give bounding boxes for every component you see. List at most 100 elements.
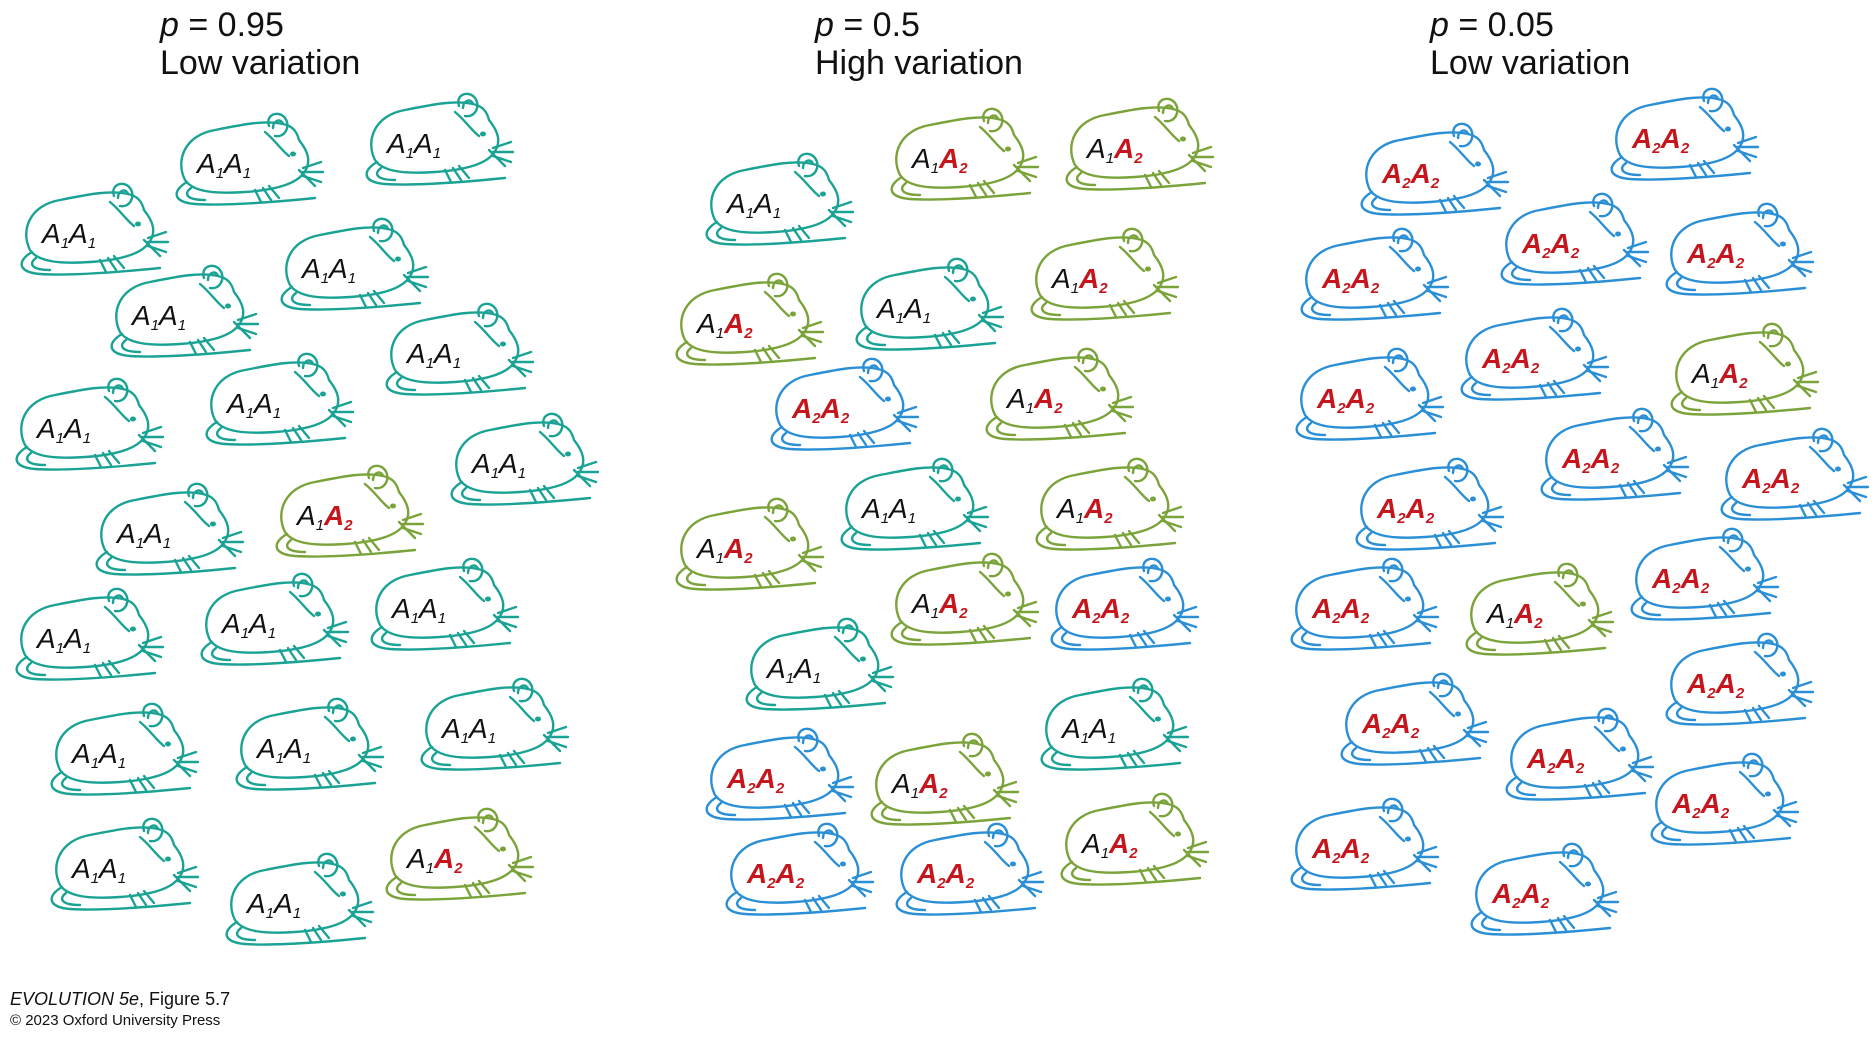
mouse-outline-icon xyxy=(50,817,200,911)
mouse-outline-icon xyxy=(450,412,600,506)
mouse-outline-icon xyxy=(985,347,1135,441)
mouse-a2a2: A2A2 xyxy=(1350,120,1510,220)
allele-a1: A1 xyxy=(697,533,725,567)
allele-a2: A2 xyxy=(727,763,756,797)
mouse-outline-icon xyxy=(890,552,1040,646)
allele-a1: A1 xyxy=(889,493,917,527)
genotype-label: A2A2 xyxy=(1377,493,1434,527)
panel-header-2: p = 0.5 High variation xyxy=(815,6,1023,82)
mouse-a1a2: A1A2 xyxy=(1055,95,1215,195)
allele-a1: A1 xyxy=(892,768,920,802)
mouse-outline-icon xyxy=(1630,527,1780,621)
mouse-a2a2: A2A2 xyxy=(1620,525,1780,625)
genotype-label: A2A2 xyxy=(1492,878,1549,912)
mouse-outline-icon xyxy=(1540,407,1690,501)
allele-a1: A1 xyxy=(302,253,330,287)
mouse-outline-icon xyxy=(95,482,245,576)
allele-a1: A1 xyxy=(472,448,500,482)
mouse-a1a2: A1A2 xyxy=(1660,320,1820,420)
mouse-a1a1: A1A1 xyxy=(5,375,165,475)
allele-a2: A2 xyxy=(1317,383,1346,417)
genotype-label: A1A1 xyxy=(472,448,526,482)
allele-a1: A1 xyxy=(1062,713,1090,747)
mouse-a1a1: A1A1 xyxy=(40,700,200,800)
mouse-a2a2: A2A2 xyxy=(1600,85,1760,185)
mouse-outline-icon xyxy=(1035,457,1185,551)
mouse-a2a2: A2A2 xyxy=(760,355,920,455)
allele-a2: A2 xyxy=(1390,708,1420,742)
allele-a2: A2 xyxy=(1382,158,1411,192)
mouse-outline-icon xyxy=(1720,427,1870,521)
mouse-outline-icon xyxy=(1610,87,1760,181)
mouse-a1a1: A1A1 xyxy=(375,300,535,400)
mouse-outline-icon xyxy=(1300,227,1450,321)
allele-a2: A2 xyxy=(917,858,946,892)
genotype-label: A2A2 xyxy=(727,763,784,797)
allele-a2: A2 xyxy=(1482,343,1511,377)
allele-a1: A1 xyxy=(912,143,940,177)
allele-a2: A2 xyxy=(1660,123,1690,157)
mouse-outline-icon xyxy=(1065,97,1215,191)
mouse-a1a2: A1A2 xyxy=(975,345,1135,445)
allele-a1: A1 xyxy=(257,733,285,767)
mouse-a1a2: A1A2 xyxy=(880,550,1040,650)
mouse-outline-icon xyxy=(1500,192,1650,286)
genotype-label: A1A2 xyxy=(407,843,463,877)
mouse-a1a1: A1A1 xyxy=(830,455,990,555)
allele-a2: A2 xyxy=(724,308,753,342)
genotype-label: A1A2 xyxy=(1087,133,1143,167)
mouse-outline-icon xyxy=(1460,307,1610,401)
allele-a1: A1 xyxy=(1487,598,1515,632)
allele-a2: A2 xyxy=(939,143,968,177)
genotype-label: A2A2 xyxy=(1317,383,1374,417)
allele-a1: A1 xyxy=(904,293,932,327)
allele-a1: A1 xyxy=(387,128,415,162)
allele-a2: A2 xyxy=(1687,668,1716,702)
allele-a2: A2 xyxy=(1522,228,1551,262)
variation-label: Low variation xyxy=(160,44,361,82)
allele-a2: A2 xyxy=(1632,123,1661,157)
mouse-outline-icon xyxy=(15,587,165,681)
genotype-label: A1A2 xyxy=(1082,828,1138,862)
mouse-outline-icon xyxy=(175,112,325,206)
mouse-a1a1: A1A1 xyxy=(165,110,325,210)
allele-a2: A2 xyxy=(1405,493,1435,527)
allele-a1: A1 xyxy=(222,608,250,642)
allele-a2: A2 xyxy=(1520,878,1550,912)
figure-credit: EVOLUTION 5e, Figure 5.7 © 2023 Oxford U… xyxy=(10,988,230,1032)
allele-a1: A1 xyxy=(37,413,65,447)
mouse-outline-icon xyxy=(1360,122,1510,216)
mouse-outline-icon xyxy=(365,92,515,186)
book-title: EVOLUTION 5e xyxy=(10,989,140,1009)
mouse-a1a2: A1A2 xyxy=(375,805,535,905)
allele-a1: A1 xyxy=(727,188,755,222)
allele-a1: A1 xyxy=(754,188,782,222)
allele-a2: A2 xyxy=(1079,263,1108,297)
mouse-a1a1: A1A1 xyxy=(190,570,350,670)
genotype-label: A1A2 xyxy=(297,500,353,534)
mouse-outline-icon xyxy=(235,697,385,791)
mouse-outline-icon xyxy=(1665,202,1815,296)
allele-a2: A2 xyxy=(1350,263,1380,297)
genotype-label: A1A1 xyxy=(442,713,496,747)
genotype-label: A1A2 xyxy=(697,533,753,567)
allele-a2: A2 xyxy=(724,533,753,567)
mouse-outline-icon xyxy=(1670,322,1820,416)
genotype-label: A2A2 xyxy=(1482,343,1539,377)
mouse-outline-icon xyxy=(1505,707,1655,801)
genotype-label: A1A2 xyxy=(697,308,753,342)
genotype-label: A1A1 xyxy=(767,653,821,687)
mouse-a1a2: A1A2 xyxy=(880,105,1040,205)
mouse-a2a2: A2A2 xyxy=(1285,345,1445,445)
allele-a1: A1 xyxy=(912,588,940,622)
allele-a1: A1 xyxy=(1007,383,1035,417)
mouse-a2a2: A2A2 xyxy=(1330,670,1490,770)
genotype-label: A1A1 xyxy=(117,518,171,552)
allele-a1: A1 xyxy=(1089,713,1117,747)
allele-a2: A2 xyxy=(1687,238,1716,272)
genotype-label: A2A2 xyxy=(1522,228,1579,262)
genotype-label: A1A2 xyxy=(1007,383,1063,417)
mouse-a1a1: A1A1 xyxy=(195,350,355,450)
allele-a1: A1 xyxy=(392,593,420,627)
mouse-a1a1: A1A1 xyxy=(735,615,895,715)
